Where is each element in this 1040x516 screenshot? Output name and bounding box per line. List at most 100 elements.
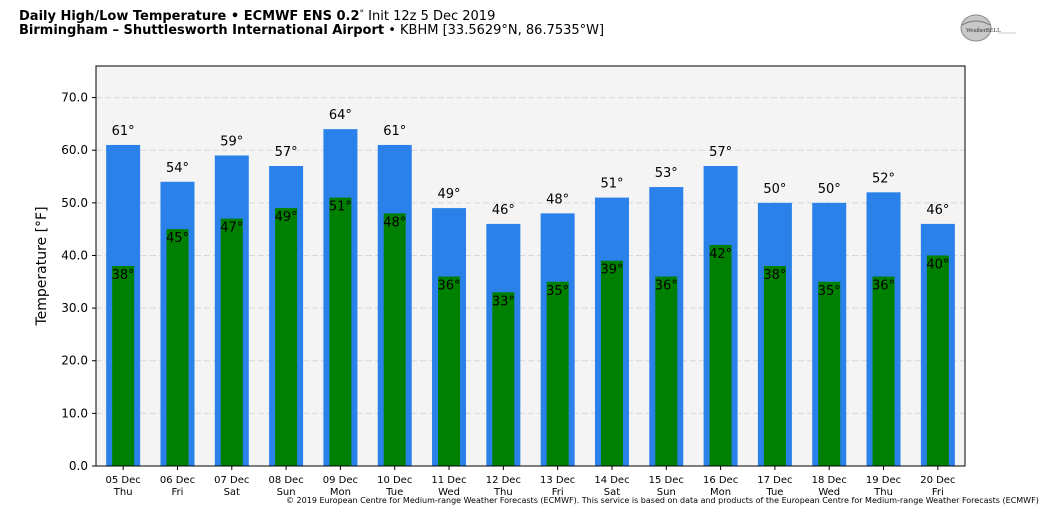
bar-low (112, 266, 135, 466)
x-tick-label-day: Thu (493, 487, 513, 498)
y-tick-label: 20.0 (61, 354, 88, 368)
data-label-high: 59° (220, 134, 243, 149)
header-init-time: Init 12z 5 Dec 2019 (364, 9, 496, 24)
bar-low (926, 255, 949, 466)
x-tick-label-date: 16 Dec (703, 475, 738, 486)
bar-low (872, 276, 895, 466)
data-label-low: 33° (492, 294, 515, 309)
x-tick-label-date: 06 Dec (160, 475, 195, 486)
x-tick-label-date: 12 Dec (486, 475, 521, 486)
x-tick-label-date: 17 Dec (757, 475, 792, 486)
data-label-high: 57° (275, 145, 298, 160)
x-tick-label-day: Sun (277, 487, 296, 498)
x-tick-label-date: 20 Dec (920, 475, 955, 486)
y-tick-label: 30.0 (61, 301, 88, 315)
x-tick-label-day: Tue (765, 487, 783, 498)
plot-frame (95, 65, 966, 467)
data-label-high: 48° (546, 192, 569, 207)
bar-low (546, 281, 569, 466)
header-degree-mark: ° (359, 9, 365, 19)
header-title: Daily High/Low Temperature • ECMWF ENS 0… (19, 9, 360, 24)
x-tick-label-day: Fri (932, 487, 944, 498)
y-tick-label: 70.0 (61, 91, 88, 105)
x-tick-label-day: Wed (818, 487, 840, 498)
data-label-low: 40° (926, 257, 949, 272)
data-label-high: 53° (655, 166, 678, 181)
y-axis: 0.0 10.0 20.0 30.0 40.0 50.0 60.0 70.0 (61, 91, 96, 473)
data-label-low: 47° (220, 221, 243, 236)
y-tick-label: 40.0 (61, 248, 88, 262)
data-label-high: 50° (818, 182, 841, 197)
data-label-high: 61° (112, 124, 135, 139)
data-label-low: 39° (600, 263, 623, 278)
bar-low (220, 218, 243, 466)
weatherbell-logo: WeatherBELL (960, 14, 1016, 42)
y-tick-label: 50.0 (61, 196, 88, 210)
data-label-low: 42° (709, 247, 732, 262)
bar-low (709, 244, 732, 466)
y-tick-label: 10.0 (61, 406, 88, 420)
data-label-low: 36° (655, 279, 678, 294)
x-tick-label-day: Tue (385, 487, 403, 498)
data-label-low: 45° (166, 231, 189, 246)
data-label-low: 51° (329, 200, 352, 215)
data-label-high: 46° (492, 203, 515, 218)
x-tick-label-day: Fri (552, 487, 564, 498)
x-tick-label-date: 05 Dec (106, 475, 141, 486)
data-label-low: 38° (763, 268, 786, 283)
data-label-low: 38° (112, 268, 135, 283)
x-tick-label-day: Fri (172, 487, 184, 498)
data-label-low: 36° (438, 279, 461, 294)
header-station-name: Birmingham – Shuttlesworth International… (19, 23, 385, 38)
data-label-high: 49° (438, 187, 461, 202)
chart-header-line-1: Daily High/Low Temperature • ECMWF ENS 0… (19, 9, 495, 24)
data-label-high: 57° (709, 145, 732, 160)
bar-series: 61° 38° 54° 45° 59° 47° 57° 49° 64° 51° 61° 48° 49° 3… (106, 108, 955, 467)
header-station-coords: • KBHM [33.5629°N, 86.7535°W] (384, 23, 605, 38)
x-tick-label-day: Wed (438, 487, 460, 498)
x-tick-label-date: 07 Dec (214, 475, 249, 486)
y-axis-label: Temperature [°F] (34, 206, 50, 326)
x-tick-label-day: Mon (710, 487, 731, 498)
logo-globe-outline (960, 14, 992, 42)
data-label-high: 64° (329, 108, 352, 123)
x-tick-label-date: 14 Dec (594, 475, 629, 486)
x-tick-label-date: 18 Dec (812, 475, 847, 486)
bar-low (492, 292, 515, 466)
logo-swoosh (961, 20, 991, 26)
bar-low (329, 197, 352, 466)
x-tick-label-day: Thu (113, 487, 133, 498)
bar-low (275, 208, 298, 466)
logo-text: WeatherBELL (966, 28, 1001, 34)
x-tick-label-date: 19 Dec (866, 475, 901, 486)
bar-low (600, 260, 623, 466)
x-tick-label-day: Thu (873, 487, 893, 498)
x-tick-label-date: 15 Dec (649, 475, 684, 486)
x-tick-label-date: 10 Dec (377, 475, 412, 486)
data-label-high: 46° (926, 203, 949, 218)
chart-header-line-2: Birmingham – Shuttlesworth International… (19, 23, 604, 38)
data-label-low: 48° (383, 215, 406, 230)
data-label-low: 36° (872, 279, 895, 294)
x-tick-label-date: 13 Dec (540, 475, 575, 486)
data-label-low: 35° (546, 284, 569, 299)
y-tick-label: 60.0 (61, 143, 88, 157)
x-tick-label-day: Sun (657, 487, 676, 498)
bar-low (438, 276, 461, 466)
data-label-low: 35° (818, 284, 841, 299)
bar-low (818, 281, 841, 466)
data-label-high: 50° (763, 182, 786, 197)
data-label-high: 61° (383, 124, 406, 139)
logo-globe (961, 15, 991, 41)
bar-low (166, 229, 189, 466)
x-tick-label-date: 11 Dec (431, 475, 466, 486)
y-tick-label: 0.0 (69, 459, 88, 473)
x-tick-label-day: Sat (224, 487, 240, 498)
bar-low (655, 276, 678, 466)
x-tick-label-day: Sat (604, 487, 620, 498)
bar-low (763, 266, 786, 466)
data-label-high: 51° (600, 177, 623, 192)
copyright-footer: © 2019 European Centre for Medium-range … (286, 496, 1039, 505)
